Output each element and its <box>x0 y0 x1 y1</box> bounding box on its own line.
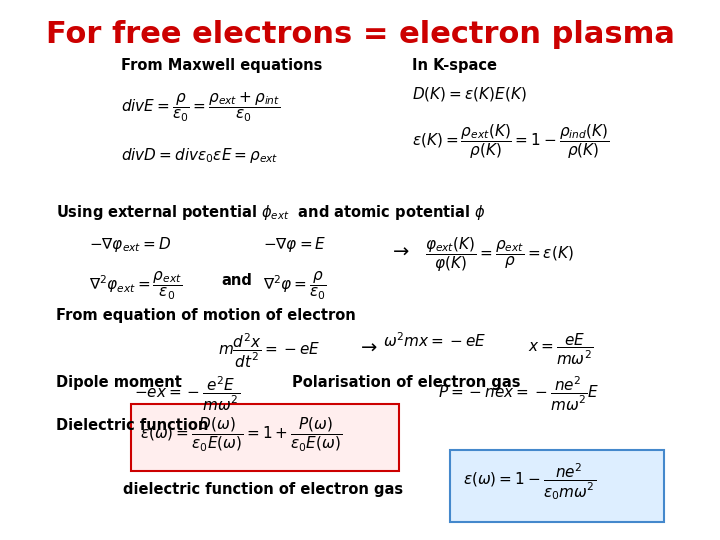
Text: Polarisation of electron gas: Polarisation of electron gas <box>292 375 521 390</box>
Text: $D(K) = \varepsilon(K)E(K)$: $D(K) = \varepsilon(K)E(K)$ <box>412 85 526 103</box>
Text: $\varepsilon(K) = \dfrac{\rho_{ext}(K)}{\rho(K)} = 1 - \dfrac{\rho_{ind}(K)}{\rh: $\varepsilon(K) = \dfrac{\rho_{ext}(K)}{… <box>412 122 609 161</box>
Text: dielectric function of electron gas: dielectric function of electron gas <box>123 482 403 497</box>
Text: $\varepsilon(\omega) = \dfrac{D(\omega)}{\varepsilon_0 E(\omega)} = 1 + \dfrac{P: $\varepsilon(\omega) = \dfrac{D(\omega)}… <box>140 416 343 454</box>
Text: $\omega^2 mx = -eE$: $\omega^2 mx = -eE$ <box>382 332 486 350</box>
Text: $P = -nex = -\dfrac{ne^2}{m\omega^2}E$: $P = -nex = -\dfrac{ne^2}{m\omega^2}E$ <box>438 375 599 413</box>
Text: $-ex = -\dfrac{e^2E}{m\omega^2}$: $-ex = -\dfrac{e^2E}{m\omega^2}$ <box>134 375 240 413</box>
Text: $x = \dfrac{eE}{m\omega^2}$: $x = \dfrac{eE}{m\omega^2}$ <box>528 332 594 367</box>
Text: $m\dfrac{d^2x}{dt^2} = -eE$: $m\dfrac{d^2x}{dt^2} = -eE$ <box>218 332 320 370</box>
Text: For free electrons = electron plasma: For free electrons = electron plasma <box>45 20 675 49</box>
Text: Dielectric function: Dielectric function <box>56 418 209 433</box>
FancyBboxPatch shape <box>451 450 664 523</box>
Text: $\dfrac{\varphi_{ext}(K)}{\varphi(K)} = \dfrac{\rho_{ext}}{\rho} = \varepsilon(K: $\dfrac{\varphi_{ext}(K)}{\varphi(K)} = … <box>425 235 573 274</box>
Text: $-\nabla\varphi_{ext} = D$: $-\nabla\varphi_{ext} = D$ <box>89 235 171 254</box>
FancyBboxPatch shape <box>130 404 399 471</box>
Text: and: and <box>221 273 252 288</box>
Text: $\rightarrow$: $\rightarrow$ <box>357 337 378 356</box>
Text: $divE = \dfrac{\rho}{\varepsilon_0} = \dfrac{\rho_{ext} + \rho_{int}}{\varepsilo: $divE = \dfrac{\rho}{\varepsilon_0} = \d… <box>121 90 280 124</box>
Text: From equation of motion of electron: From equation of motion of electron <box>56 308 356 322</box>
Text: $-\nabla\varphi = E$: $-\nabla\varphi = E$ <box>263 235 326 254</box>
Text: Using external potential $\phi_{ext}$  and atomic potential $\phi$: Using external potential $\phi_{ext}$ an… <box>56 203 486 222</box>
Text: From Maxwell equations: From Maxwell equations <box>121 58 323 73</box>
Text: $\nabla^2\varphi_{ext} = \dfrac{\rho_{ext}}{\varepsilon_0}$: $\nabla^2\varphi_{ext} = \dfrac{\rho_{ex… <box>89 270 181 302</box>
Text: $\varepsilon(\omega) = 1 - \dfrac{ne^2}{\varepsilon_0 m\omega^2}$: $\varepsilon(\omega) = 1 - \dfrac{ne^2}{… <box>464 461 597 502</box>
Text: In K-space: In K-space <box>412 58 497 73</box>
Text: $\nabla^2\varphi = \dfrac{\rho}{\varepsilon_0}$: $\nabla^2\varphi = \dfrac{\rho}{\varepsi… <box>263 270 327 302</box>
Text: $divD = div\varepsilon_0 \varepsilon E = \rho_{ext}$: $divD = div\varepsilon_0 \varepsilon E =… <box>121 146 279 165</box>
Text: Dipole moment: Dipole moment <box>56 375 182 390</box>
Text: $\rightarrow$: $\rightarrow$ <box>389 240 410 259</box>
